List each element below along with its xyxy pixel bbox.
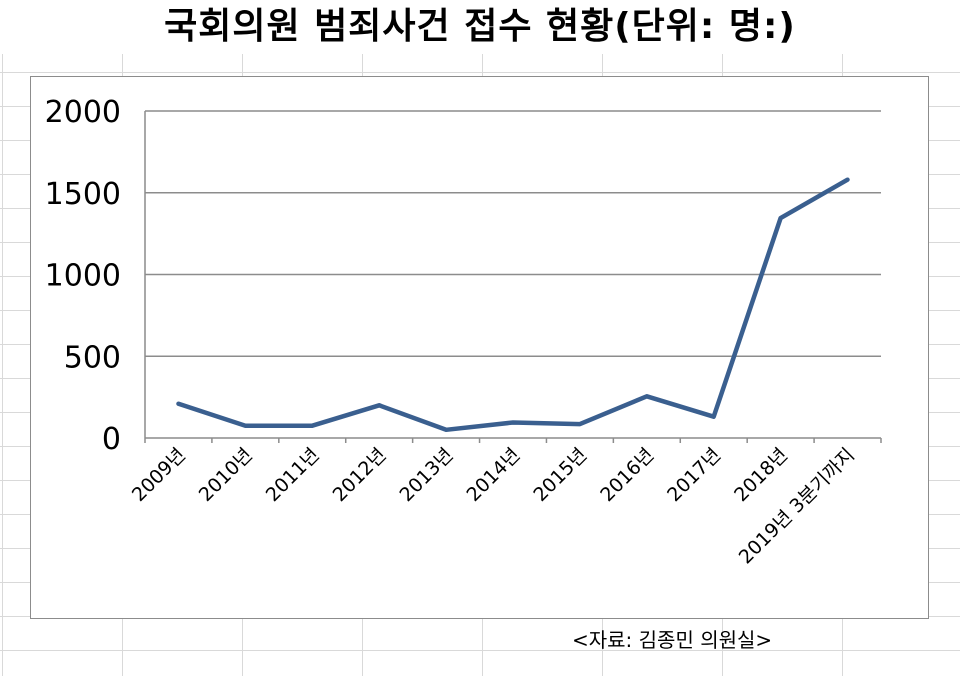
source-note: <자료: 김종민 의원실> [572,628,773,652]
x-tick-label: 2009년 [128,444,190,506]
y-tick-label: 1000 [45,259,121,294]
x-tick-label: 2015년 [529,444,591,506]
x-tick-label: 2016년 [596,444,658,506]
x-tick-label: 2010년 [195,444,257,506]
x-tick-label: 2017년 [663,444,725,506]
chart-area[interactable]: 0 500 1000 1500 2000 2009년 2010년 2011년 2012년 2013… [30,76,929,619]
y-tick-label: 0 [102,422,121,457]
x-tick-label: 2012년 [329,444,391,506]
y-tick-label: 2000 [45,95,121,130]
y-tick-label: 500 [64,340,121,375]
x-tick-label: 2018년 [730,444,792,506]
x-tick-label: 2019년 3분기까지 [735,444,859,568]
series-line [176,177,850,433]
y-tick-label: 1500 [45,177,121,212]
x-tick-label: 2013년 [396,444,458,506]
line-chart: 0 500 1000 1500 2000 2009년 2010년 2011년 2012년 2013… [45,95,882,568]
page-title: 국회의원 범죄사건 접수 현황(단위: 명:) [0,0,960,54]
x-tick-label: 2011년 [262,444,324,506]
x-tick-label: 2014년 [462,444,524,506]
